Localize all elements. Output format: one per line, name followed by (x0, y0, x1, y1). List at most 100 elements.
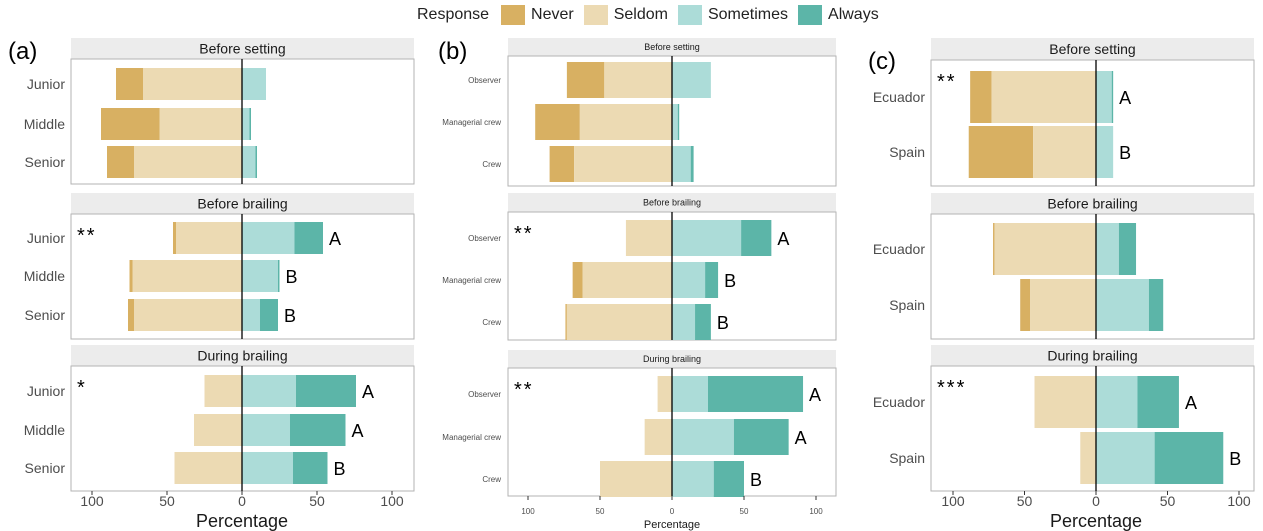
p2-bar-1-1-seldom (604, 62, 672, 98)
p2-bar-3-1-sometimes (672, 376, 708, 412)
p3-strip-label-2: Before brailing (1047, 196, 1137, 212)
legend-swatch-never (501, 5, 526, 25)
p1-bar-1-2-sometimes (242, 108, 250, 140)
p2-bar-1-3-seldom (574, 146, 672, 182)
p2-x-tick-label-2: 50 (596, 507, 605, 516)
p2-row-label-3-3: Crew (482, 475, 501, 484)
p1-strip-bg-1 (71, 38, 414, 59)
p2-x-tick-label-1: 100 (521, 507, 535, 516)
p1-bar-3-2-sometimes (242, 414, 290, 446)
p3-x-axis-label: Percentage (1050, 511, 1142, 531)
p2-bar-1-3-sometimes (672, 146, 691, 182)
p3-bar-3-1-seldom (1034, 376, 1096, 428)
p2-bar-3-1-always (708, 376, 804, 412)
p3-strip-bg-2 (931, 193, 1254, 214)
p3-significance-3: *** (937, 377, 966, 399)
p3-row-label-3-2: Spain (889, 450, 925, 466)
p2-bar-2-2-sometimes (672, 262, 706, 298)
p1-bar-1-3-sometimes (242, 146, 256, 178)
p1-group-letter-2-3: B (284, 306, 296, 326)
p1-bar-2-3-never (128, 299, 134, 331)
p3-row-label-3-1: Ecuador (873, 394, 925, 410)
p3-bar-1-1-always (1111, 71, 1114, 123)
legend-label-never: Never (531, 6, 574, 23)
p2-x-tick-label-3: 0 (670, 507, 675, 516)
p2-strip-bg-1 (508, 38, 836, 56)
p2-significance-3: ** (514, 379, 534, 401)
legend-swatch-sometimes (677, 5, 702, 25)
p1-bar-1-1-sometimes (242, 68, 266, 100)
p1-group-letter-3-2: A (352, 421, 364, 441)
legend-row: Response Never Seldom Sometimes Always (417, 5, 889, 25)
p2-strip-label-1: Before setting (644, 42, 700, 52)
p2-bar-2-1-seldom (625, 220, 672, 256)
p2-bar-2-1-always (741, 220, 772, 256)
p3-strip-bg-1 (931, 38, 1254, 60)
p2-row-label-2-1: Observer (468, 234, 501, 243)
p3-bar-1-2-sometimes (1096, 126, 1114, 178)
p2-row-label-2-2: Managerial crew (442, 276, 501, 285)
p2-strip-label-2: Before brailing (643, 198, 701, 208)
p3-group-letter-3-2: B (1229, 449, 1241, 469)
p1-bar-3-3-sometimes (242, 452, 293, 484)
p3-bar-1-1-sometimes (1096, 71, 1112, 123)
p1-row-label-1-1: Junior (27, 76, 65, 92)
p1-bar-1-3-always (255, 146, 257, 178)
p2-x-tick-label-5: 100 (809, 507, 823, 516)
p2-bar-1-1-never (566, 62, 605, 98)
p1-bar-1-2-always (249, 108, 251, 140)
p2-x-axis-label: Percentage (644, 519, 700, 531)
p3-x-tick-label-3: 0 (1092, 493, 1100, 509)
p3-bar-2-2-sometimes (1096, 279, 1149, 331)
panel-letter-a: (a) (8, 38, 38, 65)
p1-bar-1-1-never (116, 68, 143, 100)
p1-row-label-2-2: Middle (24, 268, 65, 284)
p2-bar-3-3-sometimes (672, 461, 714, 497)
p2-bar-1-1-sometimes (672, 62, 711, 98)
p1-row-label-1-3: Senior (25, 154, 66, 170)
p1-bar-2-3-seldom (134, 299, 242, 331)
p2-significance-2: ** (514, 223, 534, 245)
p3-group-letter-1-1: A (1119, 88, 1131, 108)
p3-bar-2-1-sometimes (1096, 223, 1119, 275)
p1-group-letter-2-1: A (329, 229, 341, 249)
p1-x-axis-label: Percentage (196, 511, 288, 531)
p1-bar-3-3-always (293, 452, 328, 484)
p3-row-label-1-2: Spain (889, 144, 925, 160)
p1-bar-2-3-sometimes (242, 299, 260, 331)
p3-bar-3-2-always (1154, 432, 1224, 484)
p2-bar-3-3-always (713, 461, 744, 497)
p3-bar-2-2-seldom (1030, 279, 1096, 331)
p1-row-label-2-1: Junior (27, 230, 65, 246)
p2-bar-1-3-never (549, 146, 575, 182)
p1-bar-2-2-seldom (132, 260, 242, 292)
p2-group-letter-2-3: B (717, 313, 729, 333)
p2-group-letter-3-2: A (795, 428, 807, 448)
p1-group-letter-3-3: B (334, 459, 346, 479)
p1-bar-3-2-seldom (194, 414, 242, 446)
p2-group-letter-3-1: A (809, 385, 821, 405)
p1-bar-2-2-always (278, 260, 280, 292)
p2-bar-1-2-seldom (579, 104, 672, 140)
p1-x-tick-label-2: 50 (159, 493, 175, 509)
p2-bar-2-3-seldom (566, 304, 672, 340)
p2-strip-bg-3 (508, 350, 836, 368)
p2-group-letter-3-3: B (750, 470, 762, 490)
p3-bar-2-2-never (1020, 279, 1031, 331)
p2-group-letter-2-1: A (777, 229, 789, 249)
p1-bar-2-1-always (294, 222, 323, 254)
p3-bar-3-1-always (1137, 376, 1179, 428)
p3-significance-1: ** (937, 71, 957, 93)
p3-strip-label-3: During brailing (1047, 348, 1137, 364)
p1-bar-2-1-sometimes (242, 222, 295, 254)
p2-bar-2-2-never (572, 262, 583, 298)
p1-significance-3: * (77, 377, 87, 399)
legend-label-always: Always (828, 6, 879, 23)
p2-bar-3-1-seldom (657, 376, 672, 412)
p2-bar-2-3-sometimes (672, 304, 696, 340)
legend-label-sometimes: Sometimes (707, 6, 789, 23)
p3-bar-2-1-never (993, 223, 995, 275)
p3-bar-3-1-sometimes (1096, 376, 1138, 428)
p1-row-label-1-2: Middle (24, 116, 65, 132)
p1-significance-2: ** (77, 225, 97, 247)
